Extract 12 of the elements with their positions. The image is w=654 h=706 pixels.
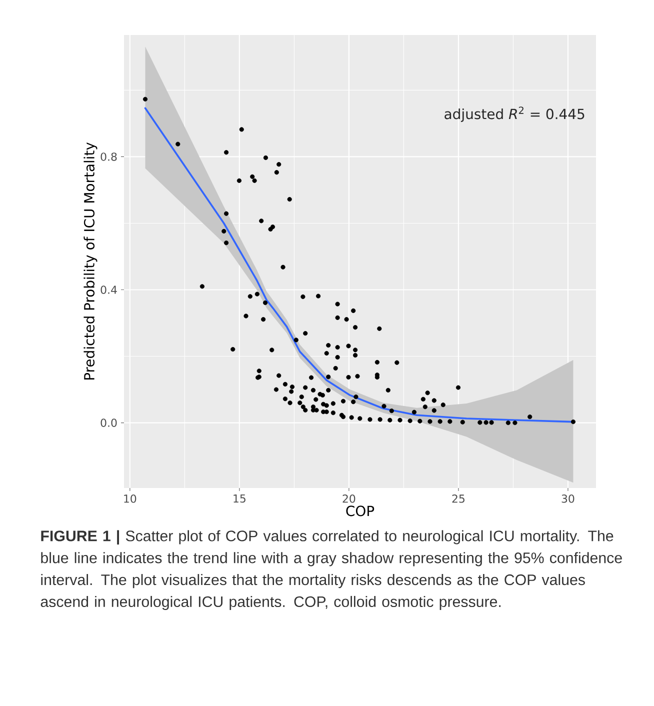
x-tick-label: 30 xyxy=(562,494,574,503)
y-tick-label: 0.8 xyxy=(100,152,117,161)
x-tick-label: 20 xyxy=(342,494,356,503)
x-tick-label: 25 xyxy=(452,494,464,503)
text: FIGURE 1 | Scatter plot of COP values correlated to neurological ICU mortality. The blue line indicates the trend line with a gray shadow representing the 95% confidence interval. The plot visualizes that the mortality risks descends as the COP values ascend in neurological ICU patients. COP, colloid osmotic pressure. xyxy=(40,530,622,610)
y-tick-label: 0.4 xyxy=(100,286,117,294)
y-tick-label: 0.0 xyxy=(100,418,117,427)
x-tick-label: 10 xyxy=(124,494,136,503)
x-tick-label: 15 xyxy=(234,494,246,503)
y-axis-title: Predicted Probility of ICU Mortality xyxy=(84,142,98,380)
annotation: adjusted R$^{2}$ = 0.445 xyxy=(444,106,584,122)
x-axis-title: COP xyxy=(346,506,374,516)
